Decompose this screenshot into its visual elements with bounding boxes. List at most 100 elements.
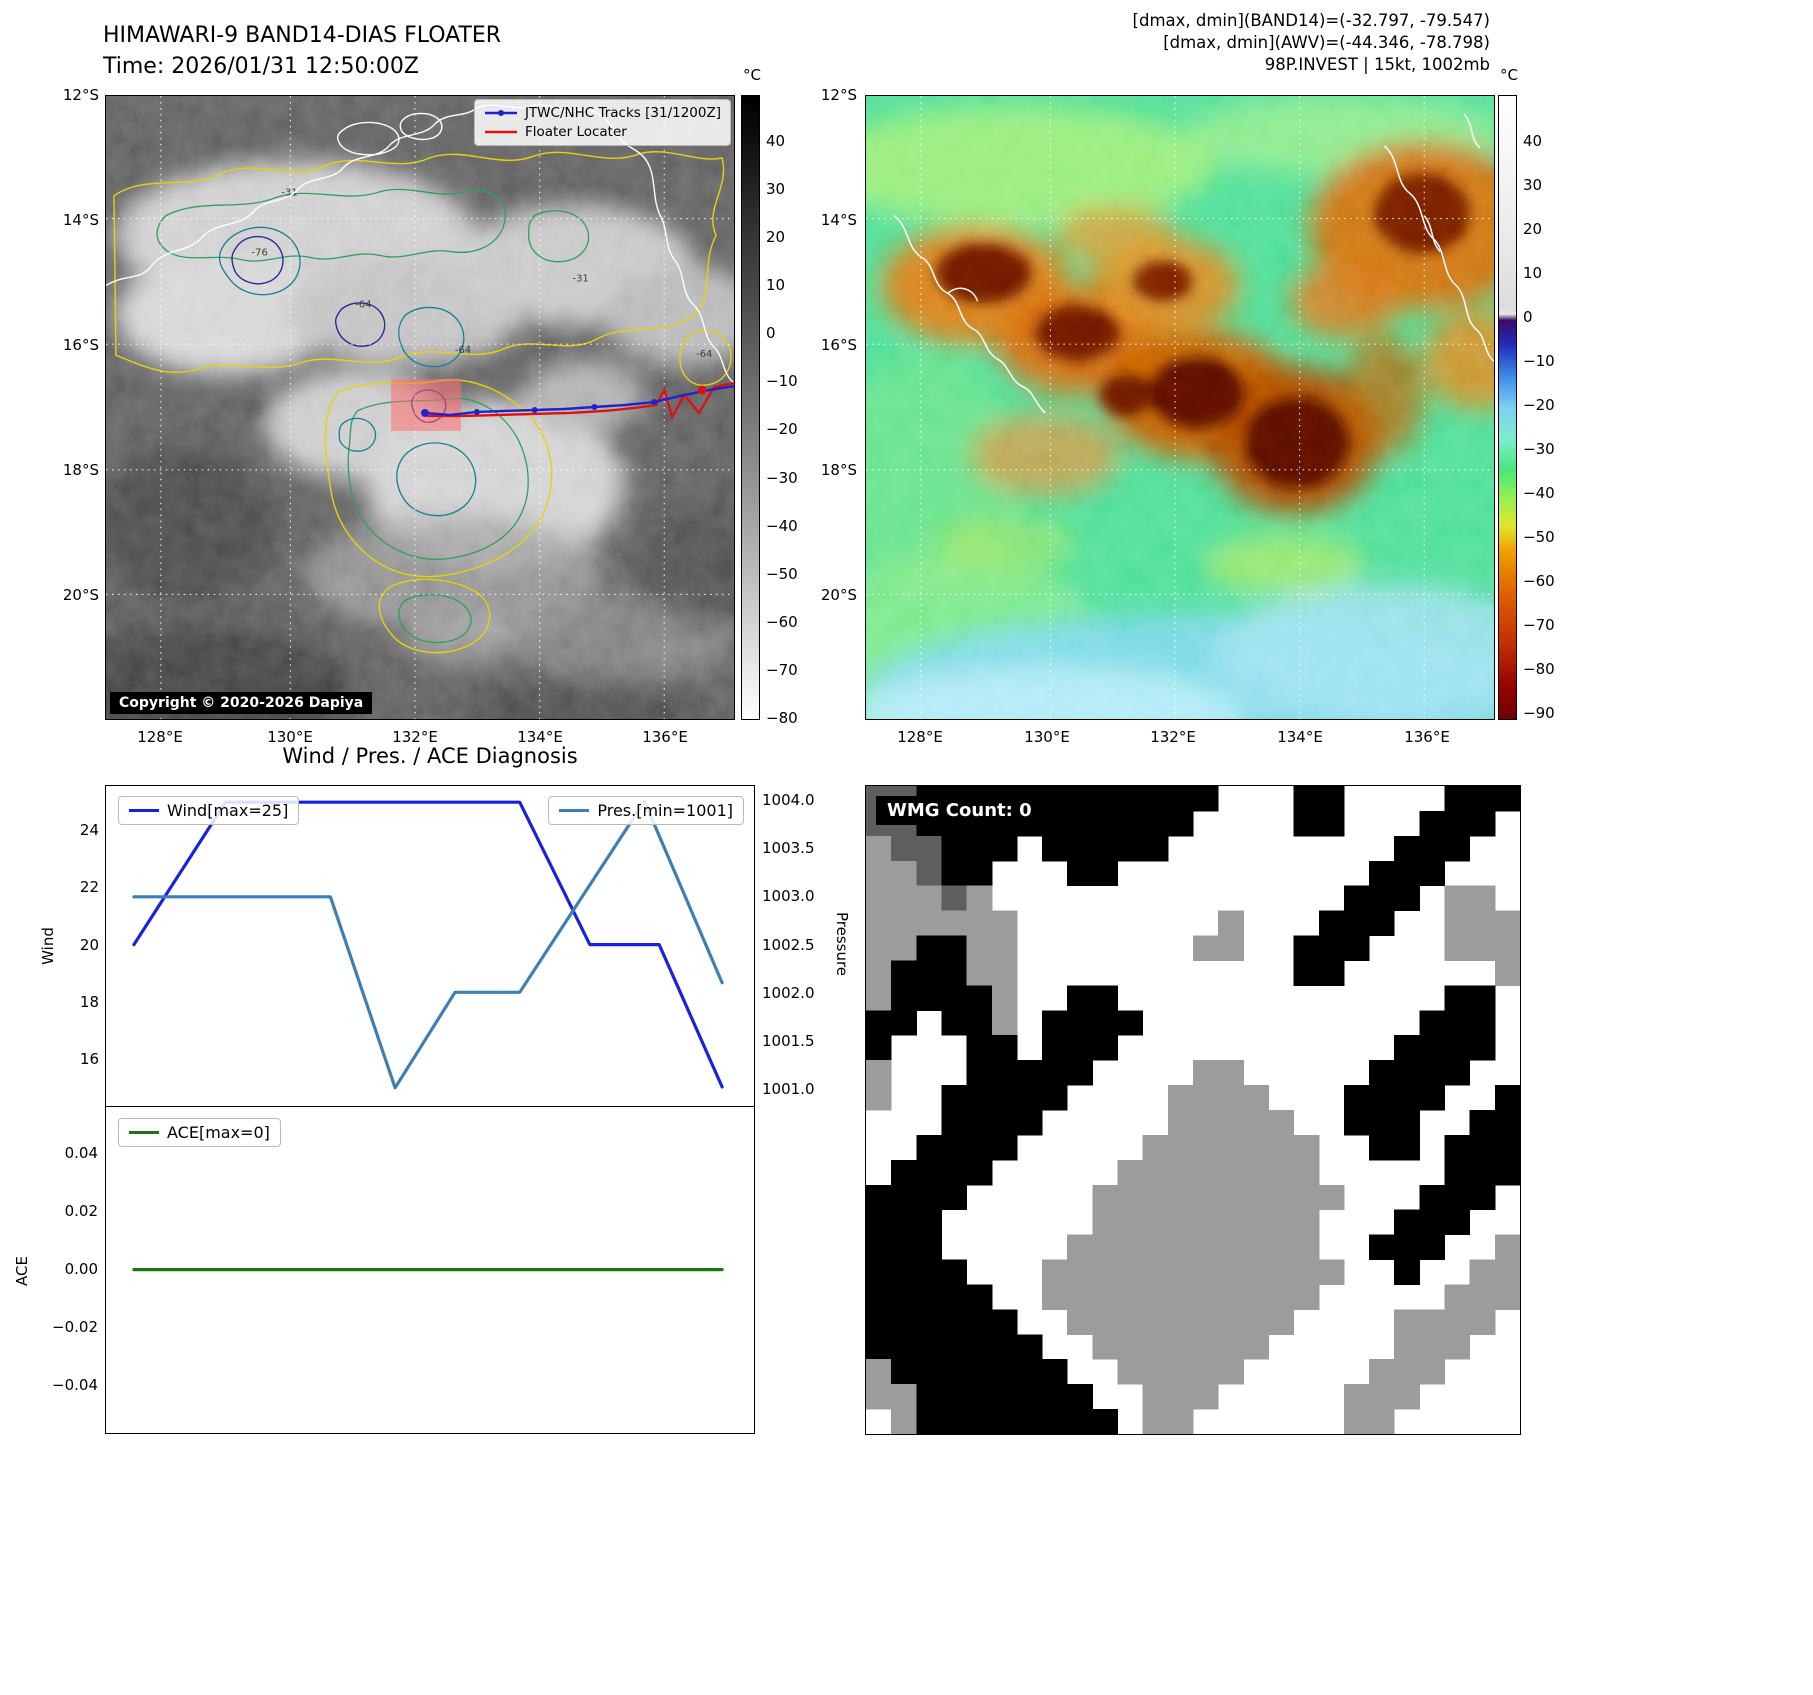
ace-plot [132, 1268, 724, 1272]
wmg-cell [1419, 1359, 1446, 1385]
wmg-cell [891, 960, 917, 986]
wmg-cell [866, 960, 892, 986]
wmg-cell [1494, 786, 1520, 812]
wmg-cell [916, 985, 942, 1011]
wmg-cell [1293, 786, 1320, 812]
wmg-cell [1268, 1234, 1295, 1261]
wmg-cell [1444, 1184, 1471, 1211]
wmg-cell [1193, 1159, 1219, 1186]
wmg-cell [891, 1309, 917, 1335]
wmg-cell [1218, 1284, 1244, 1310]
wmg-cell [1042, 1259, 1068, 1285]
floater-position-dot [697, 385, 707, 395]
lon-tick-label: 136°E [1404, 728, 1450, 746]
wmg-cell [941, 1010, 968, 1036]
wmg-cell [966, 1060, 993, 1086]
awv-cbar-tick: −50 [1523, 528, 1555, 546]
wmg-cell [941, 985, 968, 1011]
ace-tick-label: −0.04 [52, 1375, 98, 1394]
wmg-cell [966, 1010, 993, 1036]
awv-cbar-tick: −10 [1523, 352, 1555, 370]
wmg-cell [1243, 1184, 1269, 1211]
wmg-cell [891, 1334, 917, 1360]
contour-label: -64 [455, 345, 471, 356]
wmg-cell [1394, 1359, 1420, 1385]
wmg-cell [941, 1110, 968, 1136]
wmg-cell [1343, 935, 1370, 961]
wmg-cell [1243, 1259, 1269, 1285]
lon-tick-label: 132°E [392, 728, 438, 746]
wmg-cell [1369, 1134, 1395, 1161]
wmg-cell [966, 860, 993, 887]
wmg-cell [1042, 786, 1068, 812]
wmg-cell [1193, 1060, 1219, 1086]
wmg-cell [1494, 1085, 1520, 1111]
wmg-cell [1167, 1184, 1194, 1211]
wmg-cell [1394, 1209, 1420, 1236]
wmg-cell [1117, 1234, 1144, 1261]
wmg-cell [1167, 1334, 1194, 1360]
wmg-cell [1419, 1184, 1446, 1211]
wmg-cell [1067, 1284, 1093, 1310]
wmg-cell [1318, 910, 1345, 937]
wmg-cell [1444, 810, 1471, 837]
wmg-cell [891, 1409, 917, 1434]
lat-tick-label: 12°S [820, 86, 857, 104]
wmg-cell [966, 1409, 993, 1434]
wmg-cell [1167, 1384, 1194, 1410]
wmg-cell [991, 1384, 1018, 1410]
wmg-cell [1016, 1110, 1043, 1136]
wmg-cell [1117, 835, 1144, 862]
wmg-cell [1092, 1209, 1119, 1236]
wmg-cell [1293, 810, 1320, 837]
wmg-cell [1343, 910, 1370, 937]
wmg-cell [891, 1384, 917, 1410]
wmg-cell [966, 1159, 993, 1186]
lon-tick-label: 128°E [137, 728, 183, 746]
wmg-cell [866, 885, 892, 912]
band14-satellite-map: -31 -64 -76 -64 -31 -64 [105, 95, 735, 720]
band14-cbar-tick: 10 [766, 276, 786, 295]
wmg-cell [916, 1259, 942, 1285]
lat-tick-label: 14°S [820, 211, 857, 229]
wmg-cell [1318, 960, 1345, 986]
wmg-cell [1419, 1209, 1446, 1236]
wmg-cell [1318, 1259, 1345, 1285]
wmg-cell [1394, 1234, 1420, 1261]
wmg-cell [991, 1110, 1018, 1136]
contour-label: -76 [252, 247, 268, 258]
wmg-cell [916, 1384, 942, 1410]
wmg-cell [1092, 1010, 1119, 1036]
wmg-cell [941, 1259, 968, 1285]
ace-tick-label: 0.04 [64, 1144, 98, 1163]
wmg-cell [1193, 786, 1219, 812]
wmg-cell [941, 935, 968, 961]
wmg-cell [1494, 1110, 1520, 1136]
band14-cbar-tick: 20 [766, 228, 786, 247]
wmg-cell [1318, 786, 1345, 812]
wmg-cell [991, 1085, 1018, 1111]
wmg-cell [891, 1010, 917, 1036]
lat-tick-label: 20°S [820, 586, 857, 604]
wmg-cell [1369, 885, 1395, 912]
awv-satellite-map [865, 95, 1495, 720]
wmg-cell [1369, 910, 1395, 937]
wmg-cell [941, 1134, 968, 1161]
wmg-cell [1494, 1284, 1520, 1310]
wmg-cell [1394, 835, 1420, 862]
wmg-cell [916, 1309, 942, 1335]
wmg-cell [866, 860, 892, 887]
wmg-cell [966, 1334, 993, 1360]
wmg-cell [966, 1035, 993, 1061]
wmg-cell [866, 1334, 892, 1360]
pres-tick-label: 1004.0 [762, 791, 815, 810]
wmg-cell [941, 1359, 968, 1385]
wmg-cell [966, 1284, 993, 1310]
wmg-cell [1268, 1309, 1295, 1335]
wmg-cell [1042, 1384, 1068, 1410]
wmg-cell [1419, 835, 1446, 862]
wmg-cell [1494, 935, 1520, 961]
wmg-cell [1343, 885, 1370, 912]
wmg-cell [1444, 1159, 1471, 1186]
band14-cbar-tick: 0 [766, 324, 776, 343]
